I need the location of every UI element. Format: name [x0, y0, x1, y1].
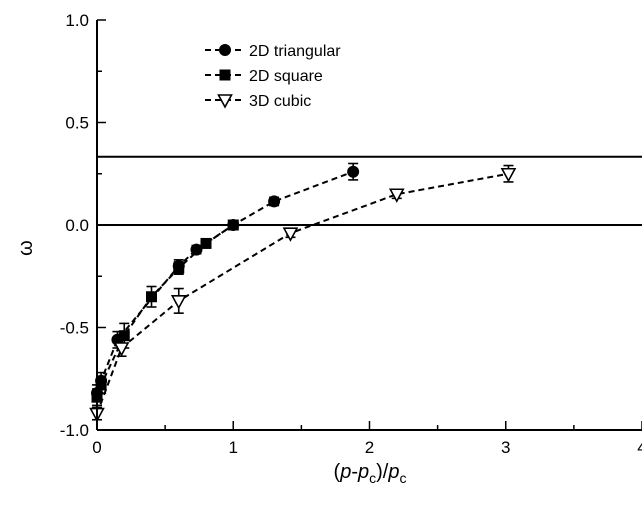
x-tick-label: 3	[501, 438, 510, 457]
y-tick-label: -0.5	[60, 319, 89, 338]
series-line	[96, 172, 509, 414]
reference-lines	[97, 155, 642, 226]
data-point	[347, 165, 360, 178]
legend: 2D triangular 2D square 3D cubic	[205, 43, 341, 110]
data-point	[95, 379, 107, 391]
data-point	[268, 195, 281, 208]
x-axis-title-open: (	[334, 461, 341, 483]
legend-entry-2: 3D cubic	[205, 93, 311, 110]
data-point	[113, 342, 130, 357]
x-tick-label: 4	[637, 438, 642, 457]
series-layer	[89, 162, 517, 423]
series-0	[91, 162, 360, 403]
x-axis-title-p1: p	[339, 461, 351, 483]
x-axis-title-p3: p	[387, 461, 399, 483]
data-point	[282, 227, 299, 242]
axes	[96, 19, 642, 431]
y-tick-label: -1.0	[60, 421, 89, 440]
data-point	[170, 295, 187, 310]
legend-label: 2D square	[249, 68, 323, 85]
data-point	[200, 237, 212, 249]
legend-marker	[219, 44, 231, 56]
series-line	[96, 224, 234, 398]
series-line	[96, 170, 354, 394]
data-point	[500, 167, 517, 183]
legend-marker	[217, 94, 233, 109]
y-tick-label: 1.0	[65, 11, 89, 30]
x-axis-title: (p-pc)/pc	[334, 461, 407, 486]
legend-marker	[219, 69, 231, 81]
x-axis-title-sub: c	[369, 470, 376, 486]
series-2	[89, 164, 517, 423]
data-point	[227, 219, 239, 231]
data-point	[190, 243, 203, 256]
x-tick-label: 0	[92, 438, 101, 457]
x-axis-title-slash: )/	[376, 461, 389, 483]
y-tick-label: 0.5	[65, 114, 89, 133]
series-1	[91, 219, 239, 407]
tick-labels: 0 1 2 3 4 -1.0 -0.5 0.0 0.5 1.0	[60, 11, 642, 457]
x-tick-label: 1	[229, 438, 238, 457]
x-axis-title-dash: -	[351, 461, 358, 483]
data-point	[118, 330, 130, 342]
x-axis-title-p2: p	[357, 461, 369, 483]
legend-label: 2D triangular	[249, 43, 341, 60]
y-tick-label: 0.0	[65, 216, 89, 235]
data-point	[388, 188, 405, 203]
data-point	[146, 291, 157, 303]
data-point	[173, 262, 185, 274]
legend-label: 3D cubic	[249, 93, 311, 110]
y-axis-title: ω	[15, 240, 37, 256]
legend-entry-1: 2D square	[205, 68, 323, 85]
legend-entry-0: 2D triangular	[205, 43, 341, 60]
x-axis-title-sub2: c	[399, 470, 406, 486]
x-tick-label: 2	[365, 438, 374, 457]
